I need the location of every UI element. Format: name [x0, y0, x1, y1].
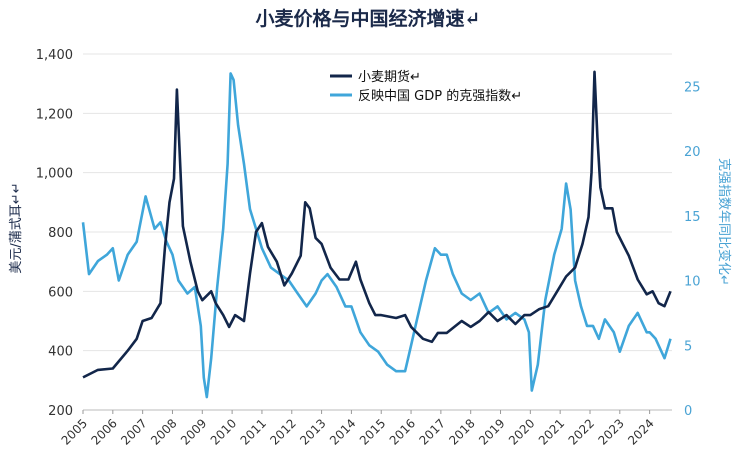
right-tick-label: 20 — [684, 145, 701, 160]
right-tick-label: 15 — [684, 210, 701, 225]
left-axis-ticks: 200 400 600 800 1,000 1,200 1,400 — [36, 48, 73, 419]
left-tick-label: 800 — [48, 226, 73, 241]
series-line-keqiang — [81, 72, 672, 399]
right-tick-label: 0 — [684, 404, 692, 419]
left-tick-label: 1,200 — [36, 107, 73, 122]
x-tick-label: 2007 — [118, 416, 149, 447]
x-tick-label: 2008 — [148, 416, 179, 447]
x-tick-label: 2021 — [536, 416, 567, 447]
x-axis-ticks: 2005200620072008200920102011201220132014… — [59, 409, 672, 448]
x-tick-label: 2012 — [267, 416, 298, 447]
y-axis-label-left: 美元/蒲式耳↵↵ — [9, 182, 24, 273]
x-tick-label: 2006 — [88, 416, 119, 447]
series-lines — [81, 70, 672, 399]
x-tick-label: 2023 — [595, 416, 626, 447]
left-tick-label: 600 — [48, 285, 73, 300]
x-tick-label: 2015 — [357, 416, 388, 447]
x-tick-label: 2013 — [297, 416, 328, 447]
left-tick-label: 1,400 — [36, 48, 73, 63]
left-tick-label: 400 — [48, 345, 73, 360]
x-tick-label: 2010 — [208, 416, 239, 447]
x-tick-label: 2022 — [566, 416, 597, 447]
x-tick-label: 2020 — [506, 416, 537, 447]
right-tick-label: 10 — [684, 275, 701, 290]
x-tick-label: 2019 — [476, 416, 507, 447]
x-tick-label: 2011 — [238, 416, 269, 447]
x-tick-label: 2017 — [416, 416, 447, 447]
x-tick-label: 2014 — [327, 416, 358, 447]
legend: 小麦期货↵ 反映中国 GDP 的克强指数↵ — [330, 69, 522, 104]
legend-label-wheat: 小麦期货↵ — [358, 69, 421, 85]
legend-label-keqiang: 反映中国 GDP 的克强指数↵ — [358, 88, 522, 104]
grid-lines — [83, 53, 672, 411]
x-tick-label: 2005 — [59, 416, 90, 447]
series-line-wheat — [82, 70, 672, 379]
right-tick-label: 5 — [684, 339, 692, 354]
x-tick-label: 2009 — [178, 416, 209, 447]
chart-title: 小麦价格与中国经济增速↵ — [256, 7, 481, 30]
left-tick-label: 1,000 — [36, 167, 73, 182]
x-tick-label: 2024 — [625, 416, 656, 447]
x-tick-label: 2016 — [387, 416, 418, 447]
left-tick-label: 200 — [48, 404, 73, 419]
y-axis-label-right: 克强指数年同比变化↵ — [716, 158, 732, 286]
right-tick-label: 25 — [684, 80, 701, 95]
x-tick-label: 2018 — [446, 416, 477, 447]
right-axis-ticks: 0 5 10 15 20 25 — [684, 80, 701, 419]
